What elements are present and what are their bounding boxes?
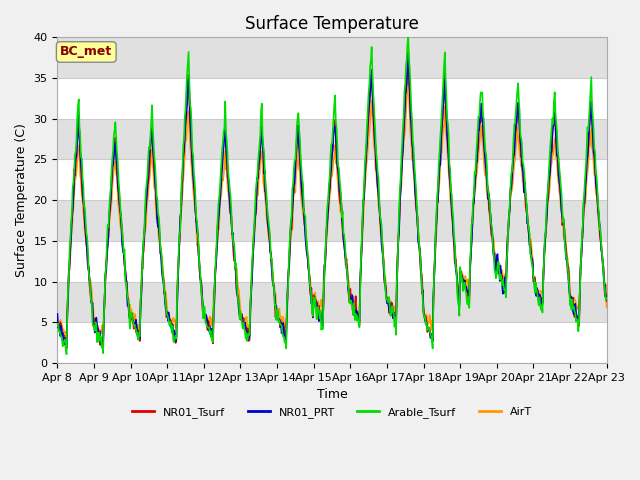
Legend: NR01_Tsurf, NR01_PRT, Arable_Tsurf, AirT: NR01_Tsurf, NR01_PRT, Arable_Tsurf, AirT (127, 403, 536, 422)
Bar (58, 159, 607, 200)
Bar (58, 37, 607, 78)
Bar (58, 78, 607, 119)
Title: Surface Temperature: Surface Temperature (245, 15, 419, 33)
Bar (58, 282, 607, 323)
X-axis label: Time: Time (317, 388, 348, 401)
Bar (58, 200, 607, 241)
Bar (58, 323, 607, 363)
Y-axis label: Surface Temperature (C): Surface Temperature (C) (15, 123, 28, 277)
Text: BC_met: BC_met (60, 46, 113, 59)
Bar (58, 119, 607, 159)
Bar (58, 241, 607, 282)
